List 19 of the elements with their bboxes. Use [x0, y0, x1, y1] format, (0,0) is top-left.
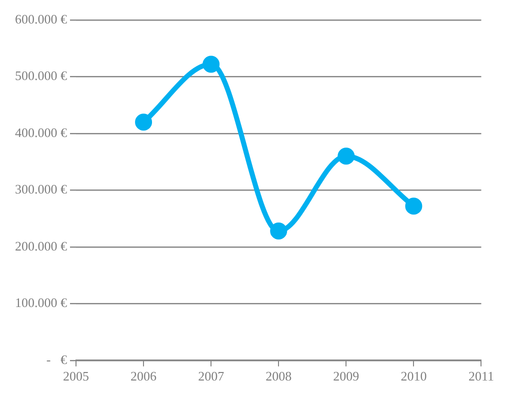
y-tick-label: 100.000 €	[15, 295, 68, 310]
x-tick-label: 2008	[266, 368, 292, 384]
y-tick-label: - €	[46, 352, 68, 367]
point	[405, 198, 422, 215]
x-tick-label: 2007	[198, 368, 225, 384]
y-tick-label: 200.000 €	[15, 238, 68, 254]
point	[338, 148, 355, 165]
y-tick-label: 400.000 €	[15, 124, 68, 140]
point	[270, 222, 288, 240]
y-tick-label: 300.000 €	[15, 182, 68, 197]
point	[202, 56, 220, 73]
point	[135, 114, 152, 131]
x-tick-label: 2006	[130, 368, 158, 384]
y-tick-label: 500.000 €	[15, 68, 68, 84]
x-tick-label: 2005	[63, 368, 89, 384]
x-tick-label: 2009	[333, 368, 360, 384]
y-tick-label: 600.000 €	[15, 11, 68, 26]
x-tick-label: 2010	[400, 368, 427, 384]
x-tick-label: 2011	[468, 368, 494, 384]
